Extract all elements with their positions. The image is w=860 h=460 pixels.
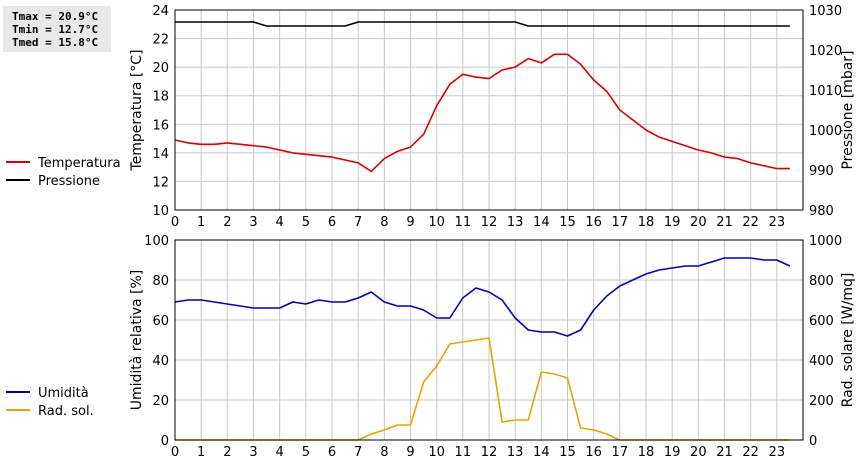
- series-line: [174, 53, 790, 173]
- y-tick-label-left: 16: [152, 118, 169, 133]
- tmax-text: Tmax = 20.9°C: [12, 10, 99, 23]
- plot-frame: [174, 239, 804, 441]
- x-tick-label: 19: [664, 215, 681, 230]
- x-tick-label: 6: [328, 445, 336, 460]
- x-tick-label: 3: [249, 215, 257, 230]
- y-tick-label-left: 22: [152, 33, 169, 48]
- y-tick-label-left: 12: [152, 175, 169, 190]
- y-tick-label-left: 24: [152, 4, 169, 19]
- y-tick-label-right: 400: [809, 354, 834, 369]
- y-tick-label-right: 1020: [809, 44, 842, 59]
- y-tick-label-right: 600: [809, 314, 834, 329]
- x-tick-label: 13: [507, 215, 524, 230]
- x-tick-label: 13: [507, 445, 524, 460]
- x-tick-label: 11: [455, 215, 472, 230]
- y-tick-label-right: 1010: [809, 84, 842, 99]
- x-tick-label: 8: [380, 215, 388, 230]
- x-tick-label: 14: [533, 215, 550, 230]
- x-tick-label: 5: [302, 215, 310, 230]
- series-line: [174, 257, 791, 337]
- x-tick-label: 4: [276, 215, 284, 230]
- x-tick-label: 9: [406, 215, 414, 230]
- legend-label: Umidità: [38, 386, 89, 401]
- x-tick-label: 18: [638, 215, 655, 230]
- x-tick-label: 10: [428, 215, 445, 230]
- x-tick-label: 4: [276, 445, 284, 460]
- x-tick-label: 22: [742, 215, 759, 230]
- y-tick-label-left: 80: [152, 274, 169, 289]
- x-tick-label: 20: [690, 445, 707, 460]
- x-tick-label: 11: [455, 445, 472, 460]
- tmed-text: Tmed = 15.8°C: [12, 36, 99, 49]
- y-tick-label-left: 0: [161, 434, 169, 449]
- x-tick-label: 0: [171, 215, 179, 230]
- x-tick-label: 20: [690, 215, 707, 230]
- x-tick-label: 23: [769, 445, 786, 460]
- y-tick-label-left: 100: [144, 234, 169, 249]
- y-tick-label-right: 0: [809, 434, 817, 449]
- series-line: [175, 21, 790, 27]
- x-tick-label: 15: [559, 215, 576, 230]
- x-tick-label: 10: [428, 445, 445, 460]
- y-tick-label-right: 990: [809, 164, 834, 179]
- y-tick-label-right: 200: [809, 394, 834, 409]
- x-tick-label: 17: [612, 215, 629, 230]
- legend-label: Temperatura: [37, 156, 121, 171]
- y-tick-label-right: 1030: [809, 4, 842, 19]
- y-tick-label-left: 20: [152, 61, 169, 76]
- x-tick-label: 18: [638, 445, 655, 460]
- y-tick-label-left: 60: [152, 314, 169, 329]
- x-tick-label: 0: [171, 445, 179, 460]
- y-tick-label-right: 980: [809, 204, 834, 219]
- x-tick-label: 1: [197, 215, 205, 230]
- legend-label: Pressione: [38, 174, 100, 189]
- y-axis-title-right: Pressione [mbar]: [840, 50, 856, 169]
- x-tick-label: 14: [533, 445, 550, 460]
- plot-frame: [174, 9, 804, 211]
- series-line: [175, 337, 790, 441]
- y-tick-label-right: 800: [809, 274, 834, 289]
- x-tick-label: 7: [354, 445, 362, 460]
- x-tick-label: 21: [716, 215, 733, 230]
- y-tick-label-right: 1000: [809, 124, 842, 139]
- x-tick-label: 6: [328, 215, 336, 230]
- x-tick-label: 5: [302, 445, 310, 460]
- y-tick-label-right: 1000: [809, 234, 842, 249]
- y-tick-label-left: 10: [152, 204, 169, 219]
- x-tick-label: 2: [223, 215, 231, 230]
- x-tick-label: 16: [585, 445, 602, 460]
- y-tick-label-left: 14: [152, 147, 169, 162]
- x-tick-label: 16: [585, 215, 602, 230]
- x-tick-label: 9: [406, 445, 414, 460]
- x-tick-label: 21: [716, 445, 733, 460]
- x-tick-label: 8: [380, 445, 388, 460]
- x-tick-label: 17: [612, 445, 629, 460]
- x-tick-label: 12: [481, 215, 498, 230]
- legend-label: Rad. sol.: [38, 404, 94, 419]
- x-tick-label: 7: [354, 215, 362, 230]
- y-tick-label-left: 20: [152, 394, 169, 409]
- x-tick-label: 22: [742, 445, 759, 460]
- tmin-text: Tmin = 12.7°C: [12, 23, 99, 36]
- y-tick-label-left: 40: [152, 354, 169, 369]
- y-tick-label-left: 18: [152, 90, 169, 105]
- y-axis-title-left: Temperatura [°C]: [129, 49, 145, 171]
- x-tick-label: 12: [481, 445, 498, 460]
- x-tick-label: 2: [223, 445, 231, 460]
- x-tick-label: 15: [559, 445, 576, 460]
- x-tick-label: 23: [769, 215, 786, 230]
- y-axis-title-right: Rad. solare [W/mq]: [840, 273, 856, 408]
- x-tick-label: 19: [664, 445, 681, 460]
- x-tick-label: 3: [249, 445, 257, 460]
- x-tick-label: 1: [197, 445, 205, 460]
- y-axis-title-left: Umidità relativa [%]: [129, 270, 145, 411]
- stats-box: Tmax = 20.9°C Tmin = 12.7°C Tmed = 15.8°…: [3, 6, 111, 52]
